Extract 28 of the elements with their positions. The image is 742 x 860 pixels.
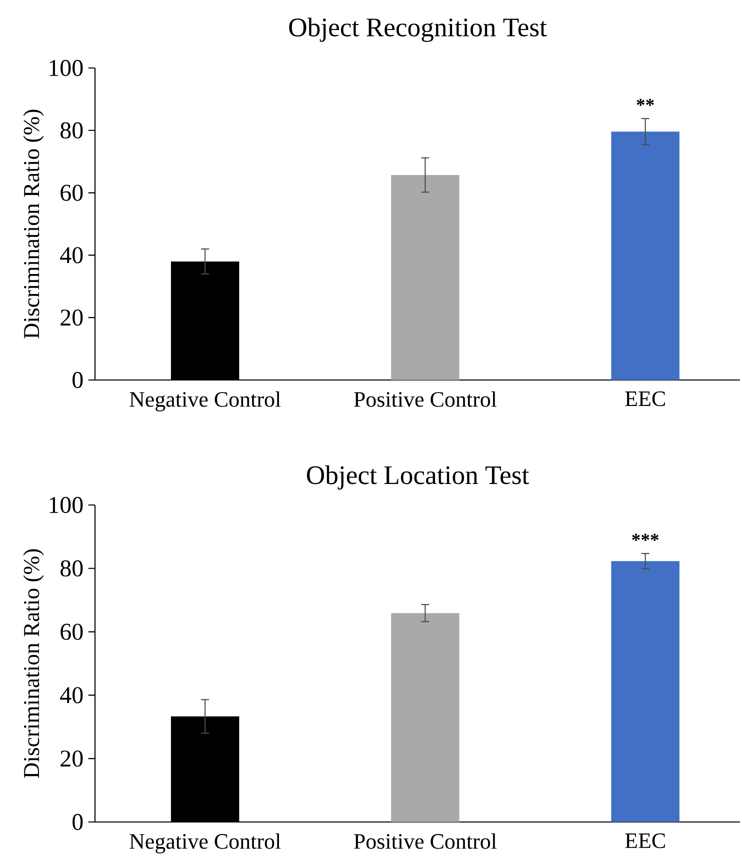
y-tick-label: 20: [60, 310, 83, 326]
y-tick-label: 60: [60, 624, 83, 640]
x-tick-label: Positive Control: [354, 833, 497, 849]
chart-title: Object Location Test: [306, 465, 530, 490]
x-tick-label: Negative Control: [130, 833, 281, 854]
y-tick-label: 0: [72, 372, 83, 388]
x-tick-label: EEC: [625, 833, 665, 848]
x-tick-label: Positive Control: [354, 391, 497, 407]
bar: [391, 613, 460, 822]
y-tick-label: 80: [60, 560, 83, 576]
bar: [611, 132, 680, 380]
y-axis-title: Discrimination Ratio (%): [23, 549, 44, 778]
bar: [391, 175, 460, 380]
y-tick-label: 60: [60, 184, 83, 201]
bar: [611, 561, 680, 822]
y-tick-label: 80: [60, 122, 83, 138]
y-tick-label: 0: [72, 814, 83, 830]
y-tick-label: 100: [50, 496, 83, 514]
y-tick-label: 40: [60, 687, 83, 704]
y-tick-label: 20: [60, 750, 83, 767]
annotation: **: [636, 98, 654, 106]
x-tick-label: Negative Control: [130, 391, 281, 412]
y-axis-title: Discrimination Ratio (%): [23, 110, 44, 339]
annotation: ***: [632, 534, 659, 541]
x-tick-label: EEC: [625, 391, 665, 406]
y-tick-label: 40: [60, 247, 83, 264]
chart-title: Object Recognition Test: [289, 18, 547, 42]
y-tick-label: 100: [50, 60, 83, 76]
